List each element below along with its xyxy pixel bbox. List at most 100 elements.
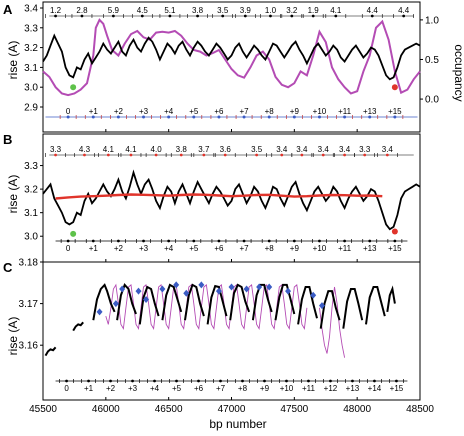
position-label: +6	[214, 107, 224, 116]
end-marker	[391, 84, 398, 91]
diamond-marker	[119, 285, 126, 293]
annotation-dot	[83, 153, 86, 157]
annotation-dot	[140, 14, 144, 18]
annotation-label: 3.9	[240, 6, 252, 15]
position-label: +13	[363, 107, 377, 116]
annotation-label: 3.4	[318, 145, 330, 154]
annotation-dot	[290, 14, 294, 18]
annotation-dot	[311, 14, 315, 18]
annotation-label: 4.1	[330, 6, 342, 15]
shared-x-axis: 45500 46000 46500 47000 47500 48000 48500	[29, 404, 434, 415]
occupancy-line	[42, 18, 421, 97]
annotation-label: 3.4	[276, 145, 288, 154]
rise-line	[42, 33, 421, 81]
diamond-marker	[318, 302, 325, 310]
annotation-label: 3.7	[198, 145, 210, 154]
annotation-label: 3.8	[176, 145, 188, 154]
position-label: +1	[84, 384, 94, 393]
position-dot	[393, 239, 397, 243]
position-dot	[343, 239, 346, 243]
x-axis-label: bp number	[209, 417, 266, 431]
y-tick-label: 3.4	[24, 4, 38, 15]
model-line	[319, 286, 346, 358]
diamond-marker	[198, 281, 205, 289]
y-tick-label: 3.1	[24, 63, 38, 74]
position-dot	[368, 239, 372, 243]
position-dot	[109, 379, 112, 383]
rise-segment	[44, 346, 57, 357]
y-tick-label: 3.16	[19, 341, 39, 352]
annotation-label: 3.6	[220, 145, 232, 154]
position-label: +5	[189, 244, 199, 253]
position-label: +11	[338, 244, 352, 253]
panel-c: 3.16 3.17 3.18 0 +1 +2 +3 +4 +5 +6 +7 +8 +9 +10 +11 +12…	[19, 258, 421, 401]
rise-segment	[274, 283, 296, 321]
position-dot	[373, 379, 376, 383]
y-axis-label-a: rise (A)	[6, 41, 20, 80]
position-label: +2	[114, 107, 124, 116]
position-dot	[167, 239, 171, 243]
annotation-dot	[111, 14, 115, 18]
position-label: +15	[390, 384, 404, 393]
position-label: +7	[240, 107, 250, 116]
rise-segment	[138, 285, 160, 325]
rise-segment	[319, 290, 341, 329]
annotation-dot	[321, 153, 325, 157]
position-label: +9	[290, 107, 300, 116]
diamond-marker	[310, 291, 317, 299]
position-label: +6	[194, 384, 204, 393]
annotation-label: 4.0	[151, 145, 163, 154]
position-dot	[131, 379, 134, 383]
position-label: 0	[66, 107, 71, 116]
position-dot	[351, 379, 354, 383]
y-tick-label: 3.3	[24, 161, 38, 172]
annotation-label: 3.2	[286, 6, 298, 15]
rise-segment	[184, 283, 205, 321]
position-dot	[167, 115, 171, 119]
annotation-label: 4.1	[125, 145, 137, 154]
annotation-dot	[243, 14, 247, 18]
y-right-tick-label: 0.5	[425, 55, 439, 66]
x-tick-label: 47000	[218, 404, 246, 415]
annotation-dot	[202, 153, 206, 157]
position-label: +8	[265, 107, 275, 116]
diamond-marker	[173, 281, 180, 289]
rise-segment	[342, 288, 364, 329]
position-label: +7	[240, 244, 250, 253]
panel-b: 3.0 3.1 3.2 3.3 3.3 4.3 4.1 4.1 4.0 3.8 3.7 3.6 3.5 3…	[24, 133, 421, 263]
position-dot	[175, 379, 178, 383]
annotation-label: 4.4	[367, 6, 379, 15]
position-label: +4	[164, 244, 174, 253]
position-dot	[117, 239, 120, 243]
position-dot	[242, 239, 246, 243]
rise-segment	[116, 283, 137, 321]
position-label: +5	[172, 384, 182, 393]
position-dot	[91, 115, 95, 119]
position-dot	[368, 115, 372, 119]
y-tick-label: 3.2	[24, 185, 38, 196]
position-dot	[219, 379, 222, 383]
annotation-label: 4.4	[398, 6, 410, 15]
diamond-marker	[285, 287, 292, 295]
annotation-dot	[54, 153, 57, 157]
y-right-tick-label: 1.0	[425, 15, 439, 26]
annotation-label: 3.5	[217, 6, 229, 15]
rise-segment	[297, 286, 318, 325]
annotation-label: 2.8	[76, 6, 88, 15]
position-label: +9	[290, 244, 300, 253]
position-dot	[192, 239, 196, 243]
position-dot	[217, 239, 221, 243]
position-label: +1	[89, 107, 99, 116]
annotation-dot	[106, 153, 110, 157]
panel-a: 2.9 3.0 3.1 3.2 3.3 3.4 0.0 0.5 1.0 1.2 2.8 5.9 4.5 5…	[24, 1, 439, 133]
position-label: +2	[106, 384, 116, 393]
position-dot	[142, 115, 146, 119]
annotation-label: 3.3	[359, 145, 371, 154]
diamond-marker	[228, 283, 235, 291]
position-label: +1	[89, 244, 99, 253]
position-dot	[192, 115, 196, 119]
position-dot	[292, 115, 296, 119]
diamond-marker	[135, 287, 142, 295]
position-dot	[318, 239, 321, 243]
rise-segment	[229, 283, 251, 321]
